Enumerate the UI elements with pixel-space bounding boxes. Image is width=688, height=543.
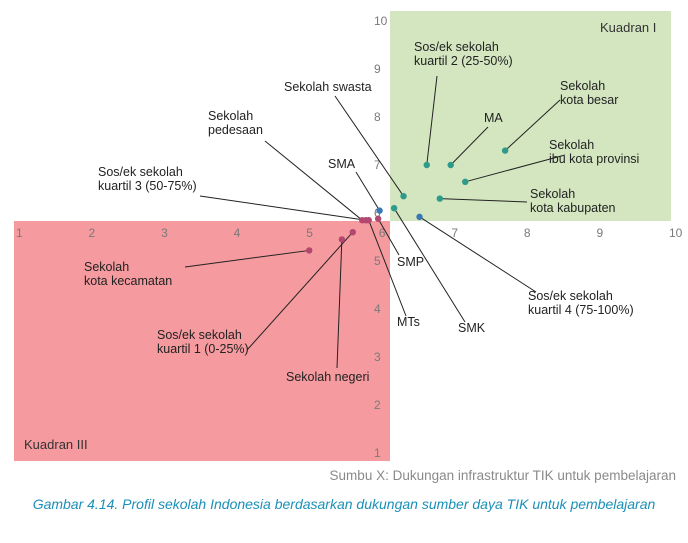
leader-line <box>334 95 404 197</box>
x-tick-label: 9 <box>596 226 603 240</box>
x-tick-label: 7 <box>451 226 458 240</box>
data-point <box>374 215 382 222</box>
x-tick-label: 5 <box>306 226 313 240</box>
point-label: MTs <box>397 315 420 329</box>
point-label: Sekolah swasta <box>284 80 372 94</box>
data-point <box>376 207 383 214</box>
data-point <box>423 161 430 169</box>
scatter-chart: Kuadran I Kuadran III 1 2 3 4 5 6 7 8 9 101234567… <box>14 11 683 461</box>
y-tick-label: 1 <box>374 446 381 460</box>
x-tick-label: 1 <box>16 226 23 240</box>
data-point <box>338 236 346 243</box>
quadrant-3-label: Kuadran III <box>24 437 88 452</box>
point-label: Sos/ek sekolah kuartil 2 (25-50%) <box>414 40 513 68</box>
point-label: SMK <box>458 321 486 335</box>
leader-line <box>184 249 310 268</box>
point-label: Sekolah kota besar <box>560 79 618 107</box>
point-label: Sekolah kota kecamatan <box>84 260 172 288</box>
y-tick-label: 8 <box>374 110 381 124</box>
point-label: SMP <box>397 255 424 269</box>
point-label: Sekolah ibu kota provinsi <box>549 138 639 166</box>
point-label: Sekolah pedesaan <box>208 109 263 137</box>
x-tick-label: 6 <box>379 226 386 240</box>
point-label: Sekolah kota kabupaten <box>530 187 616 215</box>
point-label: MA <box>484 111 503 125</box>
y-tick-label: 2 <box>374 398 381 412</box>
x-tick-label: 8 <box>524 226 531 240</box>
y-tick-label: 4 <box>374 302 381 316</box>
y-tick-label: 5 <box>374 254 381 268</box>
figure-caption: Gambar 4.14. Profil sekolah Indonesia be… <box>32 496 656 512</box>
leader-line <box>336 239 343 369</box>
leader-line <box>368 220 407 317</box>
x-axis-label: Sumbu X: Dukungan infrastruktur TIK untu… <box>329 468 676 483</box>
y-tick-label: 7 <box>374 158 381 172</box>
point-label: Sekolah negeri <box>286 370 369 384</box>
data-point <box>349 229 356 236</box>
data-point <box>365 217 372 224</box>
point-label: SMA <box>328 157 356 171</box>
y-tick-label: 3 <box>374 350 381 364</box>
point-label: Sos/ek sekolah kuartil 4 (75-100%) <box>528 289 634 317</box>
point-label: Sos/ek sekolah kuartil 3 (50-75%) <box>98 165 197 193</box>
point-label: Sos/ek sekolah kuartil 1 (0-25%) <box>157 328 249 356</box>
x-tick-label: 10 <box>669 226 683 240</box>
leader-line <box>377 218 400 256</box>
leader-line <box>264 140 363 221</box>
leader-line <box>419 216 537 293</box>
leader-line <box>465 154 566 183</box>
y-tick-label: 9 <box>374 62 381 76</box>
leader-line <box>439 198 528 203</box>
leader-line <box>450 126 489 166</box>
data-point <box>501 147 509 154</box>
data-point <box>436 195 444 202</box>
leader-line <box>393 207 466 323</box>
data-point <box>462 178 469 185</box>
data-point <box>400 193 407 200</box>
leader-line <box>246 231 354 351</box>
data-point <box>416 213 423 221</box>
data-point <box>306 247 313 254</box>
leader-line <box>504 99 561 151</box>
x-tick-label: 3 <box>161 226 168 240</box>
quadrant-1-label: Kuadran I <box>600 20 656 35</box>
leader-line <box>355 171 381 211</box>
y-tick-label: 10 <box>374 14 388 28</box>
x-tick-label: 4 <box>234 226 241 240</box>
x-tick-label: 2 <box>89 226 96 240</box>
quadrant-1-region <box>390 11 671 221</box>
leader-line <box>426 75 438 166</box>
data-point <box>390 205 398 212</box>
leader-line <box>199 195 366 221</box>
data-point <box>447 161 454 169</box>
